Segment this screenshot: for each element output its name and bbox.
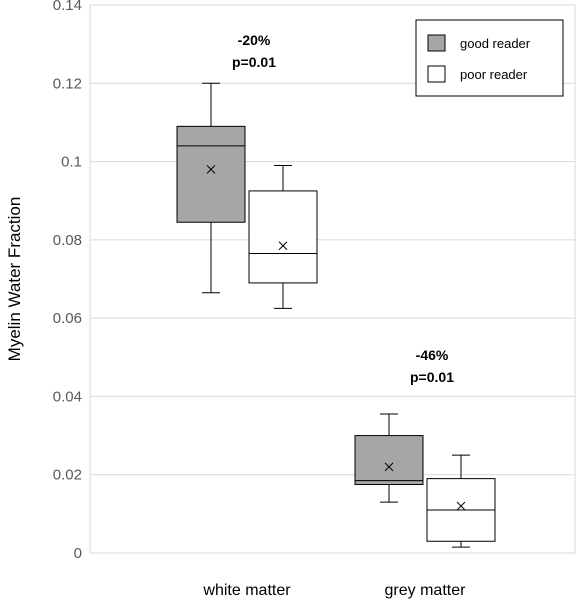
box-poor-reader-white [248, 164, 318, 309]
box-iqr [248, 190, 318, 284]
legend-swatch [427, 65, 446, 83]
x-category-labels: white matter grey matter [202, 582, 466, 599]
y-tick-label: 0 [74, 545, 82, 562]
y-tick-label: 0.14 [53, 0, 82, 14]
legend-swatch [427, 34, 446, 52]
legend: good reader poor reader [415, 19, 564, 97]
box-series [176, 82, 496, 548]
mean-marker [384, 462, 394, 472]
y-tick-labels: 0 0.02 0.04 0.06 0.08 0.1 0.12 0.14 [53, 0, 82, 562]
gridlines [90, 82, 575, 476]
box-good-reader-grey [354, 413, 424, 503]
mean-marker [206, 165, 216, 174]
annotation-text: p=0.01 [410, 369, 454, 385]
y-tick-label: 0.04 [53, 388, 82, 405]
x-category-label: grey matter [385, 582, 467, 599]
legend-label: poor reader [460, 67, 528, 82]
mean-marker [278, 241, 288, 251]
mean-marker [456, 501, 466, 511]
x-category-label: white matter [202, 582, 291, 599]
plot-frame [89, 4, 576, 554]
box-good-reader-white [176, 82, 246, 294]
legend-label: good reader [460, 36, 531, 51]
legend-box [415, 19, 564, 97]
y-tick-label: 0.02 [53, 467, 82, 484]
y-tick-label: 0.06 [53, 310, 82, 327]
y-tick-label: 0.1 [61, 154, 82, 171]
annotation-text: p=0.01 [232, 54, 276, 70]
box-poor-reader-grey [426, 454, 496, 548]
annotation-text: -20% [238, 32, 271, 48]
y-tick-label: 0.12 [53, 75, 82, 92]
annotation-text: -46% [416, 347, 449, 363]
box-iqr [176, 125, 246, 223]
annotations: -20% p=0.01 -46% p=0.01 [232, 32, 454, 385]
y-axis-label: Myelin Water Fraction [5, 197, 24, 362]
y-tick-label: 0.08 [53, 232, 82, 249]
box-iqr [354, 435, 424, 486]
